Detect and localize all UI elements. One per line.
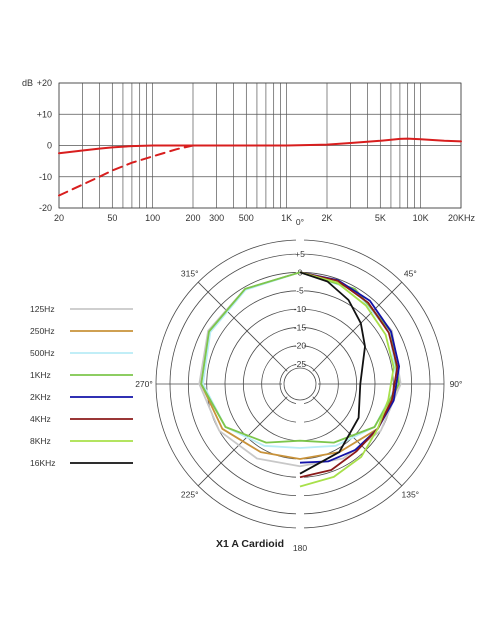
x-tick-label: 1K: [281, 213, 292, 223]
radial-tick-label: -20: [294, 341, 307, 351]
polar-pattern-chart: +50-5-10-15-20-250°45°90°135°180225°270°…: [135, 217, 462, 553]
x-tick-label: 200: [185, 213, 200, 223]
legend-label: 8KHz: [30, 436, 51, 446]
y-tick-label: -10: [39, 172, 52, 182]
x-tick-label: 50: [107, 213, 117, 223]
polar-curve-16khz: [299, 271, 366, 475]
y-tick-label: -20: [39, 203, 52, 213]
plot-frame: [58, 82, 462, 209]
x-tick-label: 10K: [413, 213, 429, 223]
polar-curve-500hz: [202, 271, 398, 449]
legend-label: 125Hz: [30, 304, 55, 314]
radial-tick-label: +5: [295, 249, 305, 259]
legend-label: 500Hz: [30, 348, 55, 358]
y-tick-label: +20: [37, 78, 52, 88]
legend-label: 4KHz: [30, 414, 51, 424]
legend-label: 250Hz: [30, 326, 55, 336]
radial-tick-label: -10: [294, 304, 307, 314]
polar-curve-2khz: [299, 271, 400, 464]
polar-center: [283, 367, 317, 401]
polar-curve-8khz: [299, 271, 395, 488]
polar-chart-title: X1 A Cardioid: [215, 538, 285, 550]
polar-legend: 125Hz 250Hz 500Hz 1KHz 2KHz 4KHz 8KHz 16KHz: [30, 304, 133, 468]
angle-label: 90°: [450, 379, 463, 389]
x-tick-label: 300: [209, 213, 224, 223]
legend-label: 1KHz: [30, 370, 51, 380]
angle-label: 270°: [135, 379, 153, 389]
radial-tick-label: -25: [294, 359, 307, 369]
response-curve-lowcut: [58, 144, 194, 197]
radial-tick-label: -5: [296, 286, 304, 296]
x-tick-label: 5K: [375, 213, 386, 223]
x-tick-label: 20: [54, 213, 64, 223]
angle-label: 135°: [402, 489, 420, 499]
angle-label: 315°: [181, 269, 199, 279]
frequency-response-chart: +20 +10 0 -10 -20 dB 20 50 100 200 300 500 1K 2K 5K 10K…: [22, 78, 475, 223]
angle-label: 180: [293, 543, 307, 553]
y-tick-label: 0: [47, 141, 52, 151]
radial-tick-label: -15: [294, 322, 307, 332]
x-tick-label: 20KHz: [448, 213, 476, 223]
x-tick-label: 500: [239, 213, 254, 223]
polar-curve-125hz: [198, 271, 402, 468]
polar-curve-4khz: [299, 271, 399, 479]
angle-label: 225°: [181, 489, 199, 499]
y-tick-label: +10: [37, 109, 52, 119]
response-curve-flat: [58, 137, 462, 155]
y-axis-label: dB: [22, 78, 33, 88]
legend-label: 2KHz: [30, 392, 51, 402]
legend-label: 16KHz: [30, 458, 56, 468]
angle-label: 0°: [296, 217, 304, 227]
polar-spoke: [197, 281, 288, 372]
x-tick-label: 2K: [321, 213, 332, 223]
x-tick-label: 100: [145, 213, 160, 223]
polar-spoke: [312, 281, 403, 372]
angle-label: 45°: [404, 269, 417, 279]
